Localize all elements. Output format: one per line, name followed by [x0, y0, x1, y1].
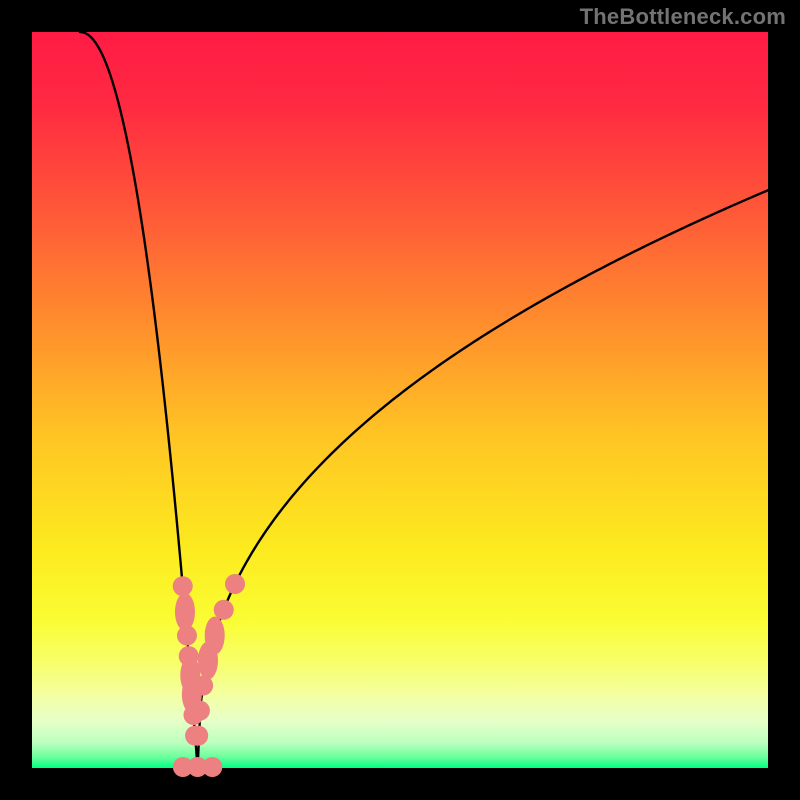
curve-marker — [175, 593, 195, 631]
bottleneck-chart — [0, 0, 800, 800]
curve-marker — [177, 626, 197, 646]
curve-marker — [202, 757, 222, 777]
curve-marker — [198, 642, 218, 680]
curve-marker — [225, 574, 245, 594]
curve-marker — [190, 701, 210, 721]
curve-marker — [214, 600, 234, 620]
curve-marker — [193, 676, 213, 696]
watermark-text: TheBottleneck.com — [580, 4, 786, 30]
plot-background — [32, 32, 768, 768]
curve-marker — [188, 726, 208, 746]
curve-marker — [173, 576, 193, 596]
